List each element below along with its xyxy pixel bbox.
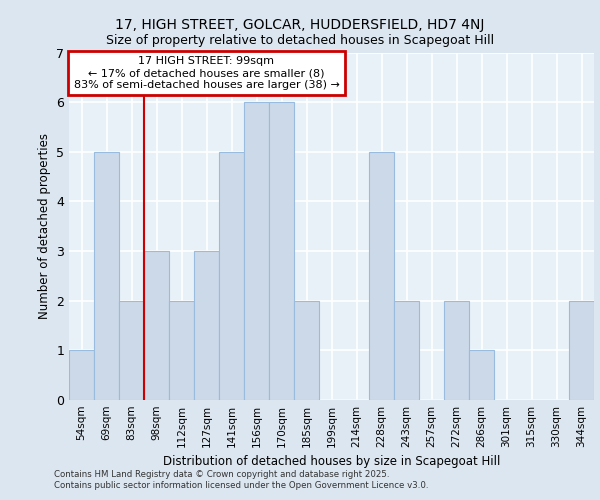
Text: Size of property relative to detached houses in Scapegoat Hill: Size of property relative to detached ho… bbox=[106, 34, 494, 47]
Bar bbox=[469, 350, 494, 400]
Bar bbox=[169, 300, 194, 400]
Bar bbox=[444, 300, 469, 400]
Y-axis label: Number of detached properties: Number of detached properties bbox=[38, 133, 50, 320]
Bar bbox=[69, 350, 94, 400]
Text: 17 HIGH STREET: 99sqm
← 17% of detached houses are smaller (8)
83% of semi-detac: 17 HIGH STREET: 99sqm ← 17% of detached … bbox=[74, 56, 340, 90]
Text: Contains HM Land Registry data © Crown copyright and database right 2025.: Contains HM Land Registry data © Crown c… bbox=[54, 470, 389, 479]
Bar bbox=[369, 152, 394, 400]
Bar bbox=[294, 300, 319, 400]
Bar bbox=[194, 251, 219, 400]
Bar bbox=[119, 300, 144, 400]
Bar bbox=[144, 251, 169, 400]
Bar bbox=[569, 300, 594, 400]
Bar bbox=[244, 102, 269, 400]
Text: Contains public sector information licensed under the Open Government Licence v3: Contains public sector information licen… bbox=[54, 481, 428, 490]
Bar bbox=[94, 152, 119, 400]
Bar bbox=[219, 152, 244, 400]
Bar bbox=[394, 300, 419, 400]
X-axis label: Distribution of detached houses by size in Scapegoat Hill: Distribution of detached houses by size … bbox=[163, 456, 500, 468]
Bar bbox=[269, 102, 294, 400]
Text: 17, HIGH STREET, GOLCAR, HUDDERSFIELD, HD7 4NJ: 17, HIGH STREET, GOLCAR, HUDDERSFIELD, H… bbox=[115, 18, 485, 32]
